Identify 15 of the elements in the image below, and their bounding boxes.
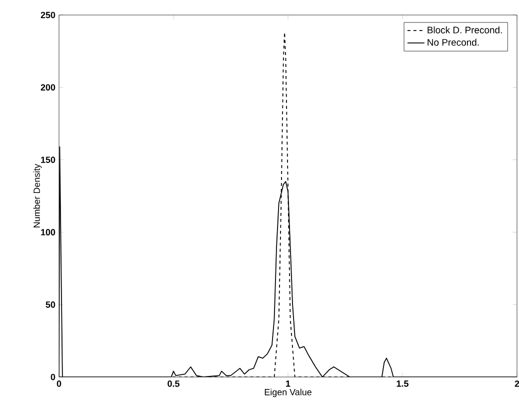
x-tick-label: 1 (286, 380, 290, 387)
y-tick-label: 100 (41, 229, 56, 236)
x-tick-label: 2 (514, 380, 519, 387)
y-tick-label: 200 (40, 84, 56, 91)
y-tick-label: 50 (46, 301, 56, 308)
legend-label: Block D. Precond. (428, 26, 502, 34)
y-tick-label: 250 (40, 12, 56, 18)
x-tick-label: 0 (56, 380, 62, 387)
y-tick-label: 0 (50, 374, 56, 380)
x-tick-label: 0.5 (168, 380, 180, 387)
y-tick-label: 150 (41, 156, 56, 163)
x-axis-title: Eigen Value (264, 388, 312, 398)
x-tick-label: 1.5 (396, 380, 408, 387)
legend-label: No Precond. (428, 38, 479, 46)
y-axis-title: Number Density (33, 164, 42, 228)
